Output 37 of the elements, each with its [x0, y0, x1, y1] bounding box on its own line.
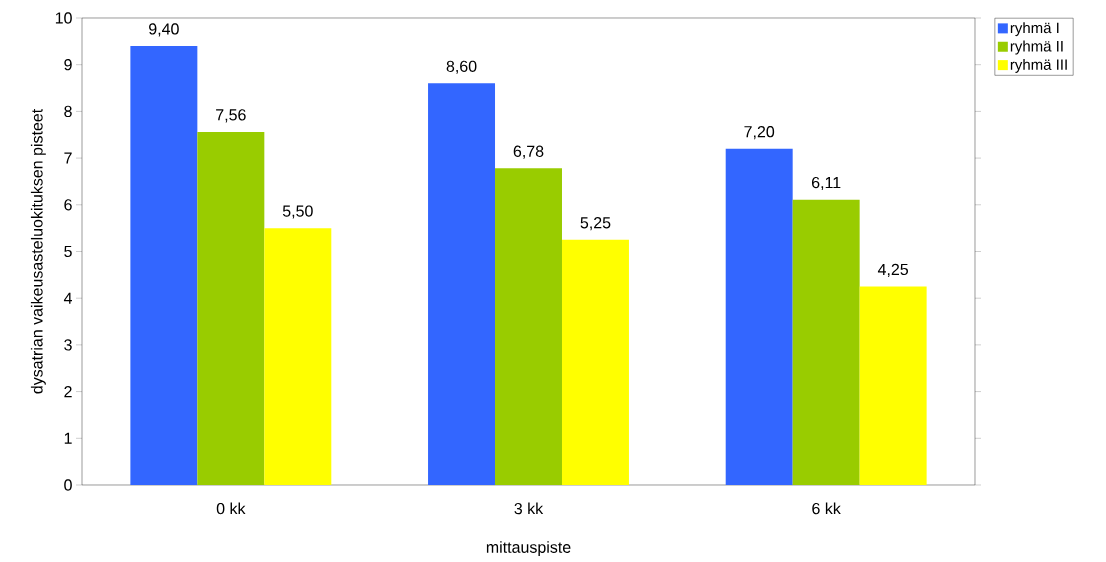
legend-label: ryhmä III	[1010, 58, 1067, 73]
data-label: 9,40	[149, 23, 179, 37]
y-tick-label: 10	[55, 12, 72, 24]
y-tick-label: 7	[64, 152, 72, 164]
bar	[428, 83, 496, 485]
y-tick-label: 0	[64, 479, 72, 491]
bar	[197, 131, 265, 485]
bar	[792, 199, 860, 485]
data-label: 6,78	[513, 145, 544, 159]
y-tick-label: 3	[64, 339, 72, 351]
legend-label: ryhmä II	[1010, 40, 1063, 55]
y-tick-label: 5	[64, 245, 72, 258]
data-label: 5,25	[580, 217, 611, 231]
bar	[859, 286, 927, 485]
x-tick-label: 0 kk	[216, 502, 246, 515]
legend-label: ryhmä I	[1010, 22, 1059, 37]
data-label: 4,25	[877, 263, 909, 277]
x-axis-title: mittauspiste	[486, 541, 571, 557]
y-tick-label: 4	[63, 292, 72, 304]
y-tick-label: 9	[64, 59, 72, 71]
data-label: 7,20	[744, 126, 775, 140]
data-label: 8,60	[446, 60, 477, 74]
y-axis-title: dysatrian vaikeusasteluokituksen pisteet	[30, 108, 46, 394]
data-label: 6,11	[812, 176, 841, 191]
data-label: 5,50	[282, 205, 313, 219]
y-tick-label: 6	[64, 199, 72, 211]
x-tick-label: 6 kk	[812, 502, 841, 515]
bar	[725, 148, 793, 485]
y-tick-label: 1	[64, 432, 72, 444]
bar	[130, 46, 198, 485]
bar	[495, 168, 562, 485]
y-tick-label: 2	[64, 386, 72, 398]
bar	[264, 228, 332, 485]
data-label: 7,56	[216, 109, 246, 123]
y-tick-label: 8	[64, 105, 72, 118]
bar	[561, 239, 629, 485]
x-tick-label: 3 kk	[514, 502, 544, 515]
